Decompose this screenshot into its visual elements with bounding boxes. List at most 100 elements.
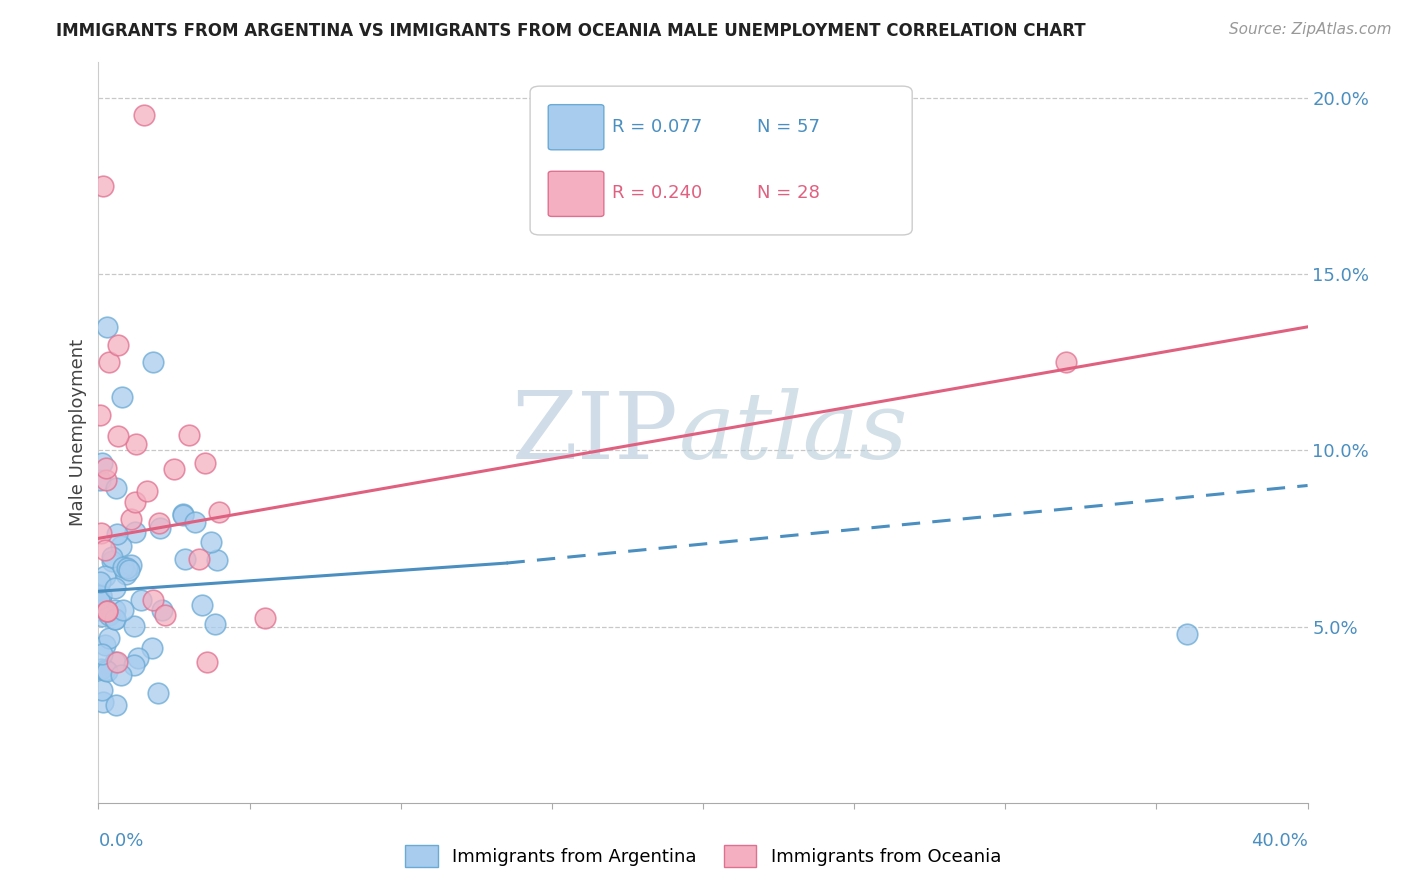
Point	[120, 512, 142, 526]
Text: atlas: atlas	[679, 388, 908, 477]
Point	[124, 494, 146, 508]
Point	[120, 558, 142, 573]
Text: R = 0.240: R = 0.240	[613, 185, 703, 202]
Point	[105, 698, 128, 712]
Point	[104, 481, 127, 495]
Point	[91, 683, 114, 698]
Point	[204, 616, 226, 631]
Point	[194, 456, 217, 470]
Point	[208, 505, 231, 519]
Point	[191, 598, 214, 612]
Text: N = 57: N = 57	[758, 118, 821, 136]
Point	[1175, 627, 1198, 641]
Point	[110, 539, 132, 553]
Point	[135, 484, 157, 499]
Point	[89, 592, 111, 607]
Point	[96, 473, 118, 487]
Point	[94, 638, 117, 652]
Point	[93, 663, 115, 677]
Point	[107, 429, 129, 443]
Point	[87, 603, 110, 617]
Point	[195, 655, 218, 669]
Point	[148, 521, 170, 535]
Point	[122, 657, 145, 672]
Point	[253, 611, 276, 625]
Point	[142, 355, 165, 369]
Point	[101, 554, 124, 568]
FancyBboxPatch shape	[530, 87, 912, 235]
Point	[90, 662, 112, 676]
Point	[146, 685, 169, 699]
Point	[111, 560, 134, 574]
Point	[104, 612, 127, 626]
Point	[90, 588, 112, 602]
Point	[148, 516, 170, 530]
Point	[91, 609, 114, 624]
Point	[98, 608, 121, 623]
Point	[172, 507, 194, 521]
Point	[89, 574, 111, 589]
Point	[105, 655, 128, 669]
Point	[205, 553, 228, 567]
Text: 0.0%: 0.0%	[98, 832, 143, 850]
FancyBboxPatch shape	[548, 104, 603, 150]
Point	[111, 390, 134, 404]
Point	[105, 526, 128, 541]
Point	[104, 603, 127, 617]
Point	[122, 619, 145, 633]
Point	[100, 549, 122, 564]
Point	[98, 355, 121, 369]
Point	[91, 695, 114, 709]
Point	[96, 603, 118, 617]
Point	[94, 542, 117, 557]
Point	[91, 647, 114, 661]
Point	[89, 408, 111, 422]
Point	[174, 552, 197, 566]
Point	[96, 664, 118, 678]
Point	[124, 524, 146, 539]
Point	[111, 603, 134, 617]
Text: Source: ZipAtlas.com: Source: ZipAtlas.com	[1229, 22, 1392, 37]
Point	[150, 603, 173, 617]
Point	[132, 108, 155, 122]
Point	[104, 655, 127, 669]
Point	[91, 178, 114, 193]
Point	[103, 581, 125, 595]
Point	[141, 640, 163, 655]
Point	[172, 508, 194, 523]
Point	[115, 566, 138, 581]
Point	[184, 515, 207, 529]
Point	[115, 561, 138, 575]
Point	[200, 534, 222, 549]
Point	[153, 608, 176, 623]
Text: N = 28: N = 28	[758, 185, 820, 202]
Text: R = 0.077: R = 0.077	[613, 118, 703, 136]
Point	[179, 428, 201, 442]
Point	[96, 319, 118, 334]
Text: ZIP: ZIP	[512, 388, 679, 477]
Legend: Immigrants from Argentina, Immigrants from Oceania: Immigrants from Argentina, Immigrants fr…	[398, 838, 1008, 874]
Y-axis label: Male Unemployment: Male Unemployment	[69, 339, 87, 526]
Point	[90, 456, 112, 470]
Point	[94, 461, 117, 475]
Point	[89, 474, 111, 488]
Point	[163, 461, 186, 475]
Point	[96, 604, 118, 618]
Point	[187, 552, 209, 566]
Point	[104, 612, 127, 626]
Point	[1054, 355, 1077, 369]
Text: 40.0%: 40.0%	[1251, 832, 1308, 850]
Point	[125, 437, 148, 451]
Point	[97, 632, 120, 646]
Point	[142, 593, 165, 607]
Text: IMMIGRANTS FROM ARGENTINA VS IMMIGRANTS FROM OCEANIA MALE UNEMPLOYMENT CORRELATI: IMMIGRANTS FROM ARGENTINA VS IMMIGRANTS …	[56, 22, 1085, 40]
Point	[90, 526, 112, 541]
Point	[93, 569, 115, 583]
Point	[129, 592, 152, 607]
Point	[127, 651, 149, 665]
FancyBboxPatch shape	[548, 171, 603, 217]
Point	[90, 589, 112, 603]
Point	[107, 338, 129, 352]
Point	[110, 667, 132, 681]
Point	[117, 563, 139, 577]
